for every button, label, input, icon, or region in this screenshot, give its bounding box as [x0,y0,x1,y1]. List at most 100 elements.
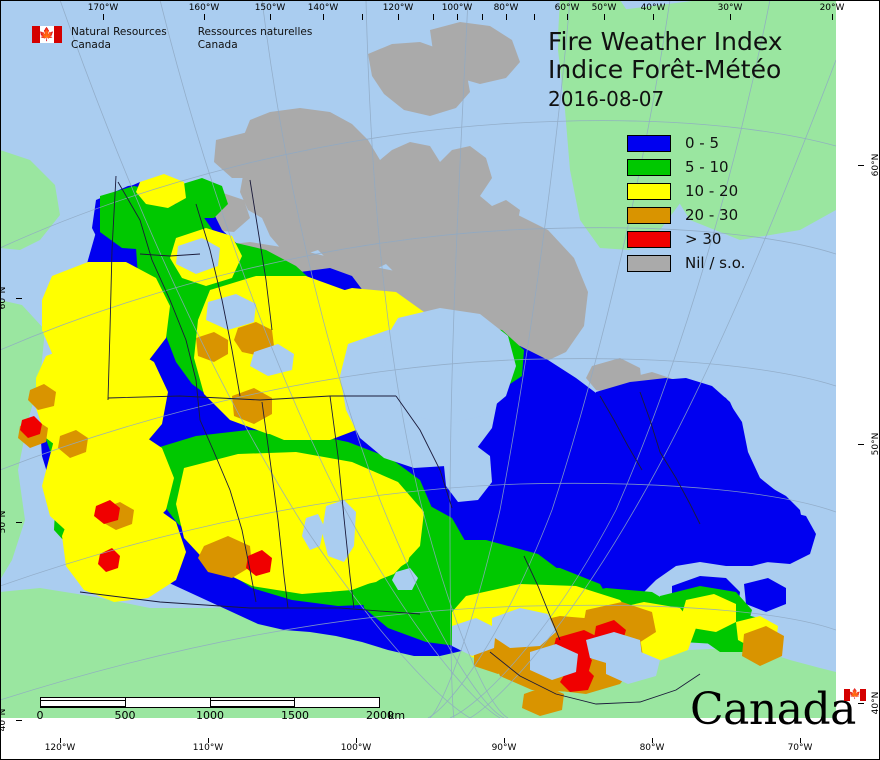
wordmark-text: Canada [690,684,856,735]
axis-label-longitude: 120°W [382,3,414,13]
scale-bar-track [40,697,380,708]
legend-label: Nil / s.o. [685,254,746,272]
scale-tick-label: 0 [36,709,44,722]
axis-longitude-top: 170°W 160°W 150°W 140°W 120°W 100°W 80°W 60°W 50… [22,0,858,20]
scale-tick-label: 2000 [366,709,394,722]
axis-tick [504,738,505,743]
legend: 0 - 5 5 - 10 10 - 20 20 - 30 > 30 Nil / s.o. [627,131,745,275]
axis-tick [534,14,535,20]
legend-row: 5 - 10 [627,155,745,179]
axis-tick [398,14,399,20]
nrcan-signature: 🍁 Natural Resources Canada Ressources na… [32,26,312,51]
nrcan-name-fr: Ressources naturelles Canada [198,26,313,51]
legend-row: Nil / s.o. [627,251,745,275]
axis-label-longitude: 20°W [819,3,845,13]
axis-longitude-bottom: 120°W 110°W 100°W 90°W 80°W 70°W [22,738,858,760]
axis-tick [653,14,654,20]
axis-label-longitude: 70°W [787,743,813,753]
axis-tick [208,738,209,743]
legend-swatch [627,158,671,176]
axis-tick [270,14,271,20]
legend-swatch [627,206,671,224]
axis-tick [506,14,507,20]
legend-row: 0 - 5 [627,131,745,155]
axis-tick [103,14,104,20]
axis-latitude-left: 60°N 50°N 40°N [0,20,22,738]
legend-label: 20 - 30 [685,206,739,224]
axis-tick [356,738,357,743]
axis-tick [323,14,324,20]
legend-label: 10 - 20 [685,182,739,200]
axis-tick [800,738,801,743]
scale-tick-label: 500 [114,709,136,722]
axis-tick [832,14,833,20]
axis-label-longitude: 170°W [87,3,119,13]
legend-swatch [627,182,671,200]
legend-label: 5 - 10 [685,158,729,176]
axis-tick [204,14,205,20]
axis-label-longitude: 110°W [192,743,224,753]
axis-tick [60,738,61,743]
legend-label: > 30 [685,230,722,248]
axis-label-longitude: 40°W [640,3,666,13]
nrcan-fr-line2: Canada [197,38,238,51]
title-english: Fire Weather Index [548,27,783,56]
nrcan-fr-line1: Ressources naturelles [197,26,313,38]
axis-tick [16,522,22,523]
axis-label-longitude: 140°W [307,3,339,13]
nrcan-name-en: Natural Resources Canada [71,26,167,51]
axis-latitude-right: 60°N 50°N 40°N [858,20,880,738]
axis-tick [730,14,731,20]
axis-tick [362,14,363,20]
axis-tick [433,14,434,20]
map-date: 2016-08-07 [548,87,665,111]
nrcan-en-line2: Canada [71,38,111,51]
scale-unit-label: km [388,709,406,722]
legend-row: > 30 [627,227,745,251]
legend-swatch [627,254,671,272]
legend-swatch [627,230,671,248]
axis-tick [457,14,458,20]
axis-label-longitude: 90°W [491,743,517,753]
axis-tick [858,444,864,445]
axis-label-longitude: 30°W [717,3,743,13]
legend-swatch [627,134,671,152]
axis-label-longitude: 60°W [554,3,580,13]
axis-tick [16,298,22,299]
axis-tick [482,14,483,20]
scale-segment [41,698,126,707]
legend-label: 0 - 5 [685,134,720,152]
canada-flag-icon: 🍁 [32,26,62,43]
title-french: Indice Forêt-Météo [548,55,782,84]
axis-label-longitude: 160°W [188,3,220,13]
map-canvas [0,0,836,718]
axis-tick [858,165,864,166]
legend-row: 10 - 20 [627,179,745,203]
axis-label-longitude: 50°W [591,3,617,13]
axis-label-longitude: 150°W [254,3,286,13]
scale-bar: 0 500 1000 1500 2000 km [36,697,406,723]
nrcan-en-line1: Natural Resources [71,26,167,38]
scale-tick-label: 1000 [196,709,224,722]
scale-segment [210,698,296,707]
canada-flag-icon: 🍁 [843,689,866,701]
axis-tick [16,720,22,721]
scale-bar-labels: 0 500 1000 1500 2000 km [36,709,406,723]
axis-tick [567,14,568,20]
title-block: Fire Weather Index Indice Forêt-Météo 20… [548,28,783,112]
map-frame [0,0,836,718]
axis-label-longitude: 80°W [493,3,519,13]
axis-tick [858,703,864,704]
axis-label-longitude: 100°W [441,3,473,13]
legend-row: 20 - 30 [627,203,745,227]
scale-tick-label: 1500 [281,709,309,722]
axis-label-longitude: 80°W [639,743,665,753]
axis-label-longitude: 120°W [44,743,76,753]
scale-segment [126,698,211,707]
canada-wordmark: Canada 🍁 [690,688,866,732]
axis-tick [604,14,605,20]
axis-label-longitude: 100°W [340,743,372,753]
axis-tick [652,738,653,743]
